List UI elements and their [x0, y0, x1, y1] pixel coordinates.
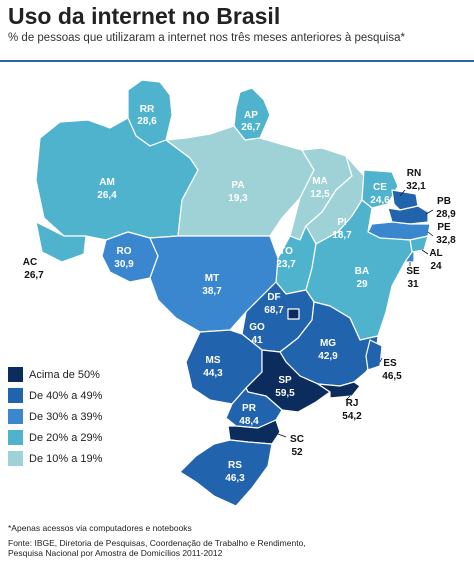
label-value-MA: 12,5 [310, 189, 330, 200]
state-AM [35, 117, 199, 241]
label-code-MG: MG [320, 338, 336, 349]
label-value-SE: 31 [407, 279, 419, 290]
legend-swatch [8, 451, 23, 466]
label-code-RJ: RJ [346, 398, 359, 409]
legend-item-40-49: De 40% a 49% [8, 385, 102, 406]
label-value-AC: 26,7 [24, 270, 44, 281]
label-code-DF: DF [267, 292, 280, 303]
label-value-SP: 59,5 [275, 388, 295, 399]
label-value-RN: 32,1 [406, 181, 426, 192]
label-value-MG: 42,9 [318, 351, 338, 362]
state-RO [101, 231, 159, 283]
label-code-CE: CE [373, 182, 387, 193]
state-PR [225, 387, 283, 429]
source-note: Fonte: IBGE, Diretoria de Pesquisas, Coo… [8, 538, 306, 558]
label-value-GO: 41 [251, 335, 263, 346]
legend-item-30-39: De 30% a 39% [8, 406, 102, 427]
label-code-SP: SP [278, 375, 292, 386]
page-title: Uso da internet no Brasil [8, 3, 281, 29]
state-DF [287, 308, 300, 320]
label-value-PI: 18,7 [332, 230, 352, 241]
label-code-TO: TO [279, 246, 293, 257]
title-divider [0, 60, 474, 62]
label-code-ES: ES [383, 358, 397, 369]
label-value-RO: 30,9 [114, 259, 134, 270]
state-PB [387, 205, 429, 225]
label-code-PI: PI [337, 217, 347, 228]
legend-label: De 20% a 29% [29, 431, 103, 444]
label-value-AP: 26,7 [241, 122, 261, 133]
legend-item-10-19: De 10% a 19% [8, 448, 102, 469]
label-code-MT: MT [205, 273, 219, 284]
label-value-PR: 48,4 [239, 416, 259, 427]
label-value-MS: 44,3 [203, 368, 223, 379]
label-code-AC: AC [23, 257, 37, 268]
legend-label: Acima de 50% [29, 368, 100, 381]
label-code-PA: PA [231, 180, 244, 191]
footnote: *Apenas acessos via computadores e noteb… [8, 523, 192, 533]
label-code-AM: AM [99, 177, 115, 188]
legend-label: De 10% a 19% [29, 452, 103, 465]
label-code-AP: AP [244, 110, 258, 121]
label-code-AL: AL [429, 248, 442, 259]
label-value-ES: 46,5 [382, 371, 402, 382]
label-code-SE: SE [406, 266, 420, 277]
label-value-SC: 52 [291, 447, 303, 458]
legend-label: De 40% a 49% [29, 389, 103, 402]
legend-item-above-50: Acima de 50% [8, 364, 102, 385]
legend-label: De 30% a 39% [29, 410, 103, 423]
label-value-PB: 28,9 [436, 209, 456, 220]
label-value-RJ: 54,2 [342, 411, 362, 422]
label-value-PE: 32,8 [436, 235, 456, 246]
state-AC [35, 221, 87, 263]
label-code-MA: MA [312, 176, 328, 187]
label-value-RR: 28,6 [137, 116, 157, 127]
state-MT [149, 235, 279, 333]
label-value-CE: 24,6 [370, 195, 390, 206]
label-code-PB: PB [437, 196, 451, 207]
label-value-AL: 24 [430, 261, 442, 272]
label-value-MT: 38,7 [202, 286, 222, 297]
legend-swatch [8, 388, 23, 403]
legend-swatch [8, 430, 23, 445]
label-code-PE: PE [437, 222, 451, 233]
legend-item-20-29: De 20% a 29% [8, 427, 102, 448]
label-code-SC: SC [290, 434, 304, 445]
label-code-BA: BA [355, 266, 369, 277]
label-code-RO: RO [117, 246, 132, 257]
label-value-TO: 23,7 [276, 259, 296, 270]
label-code-RN: RN [407, 168, 421, 179]
state-RJ [317, 381, 361, 399]
label-code-MS: MS [206, 355, 221, 366]
label-code-GO: GO [249, 322, 265, 333]
legend-swatch [8, 367, 23, 382]
page-subtitle: % de pessoas que utilizaram a internet n… [8, 32, 405, 44]
label-code-RS: RS [228, 460, 242, 471]
label-value-RS: 46,3 [225, 473, 245, 484]
state-RS [179, 439, 273, 507]
state-ES [365, 339, 383, 371]
label-value-AM: 26,4 [97, 190, 117, 201]
label-code-PR: PR [242, 403, 257, 414]
label-code-RR: RR [140, 104, 155, 115]
legend-swatch [8, 409, 23, 424]
label-value-DF: 68,7 [264, 305, 284, 316]
map-legend: Acima de 50% De 40% a 49% De 30% a 39% D… [8, 364, 102, 469]
label-value-PA: 19,3 [228, 193, 248, 204]
label-value-BA: 29 [356, 279, 368, 290]
